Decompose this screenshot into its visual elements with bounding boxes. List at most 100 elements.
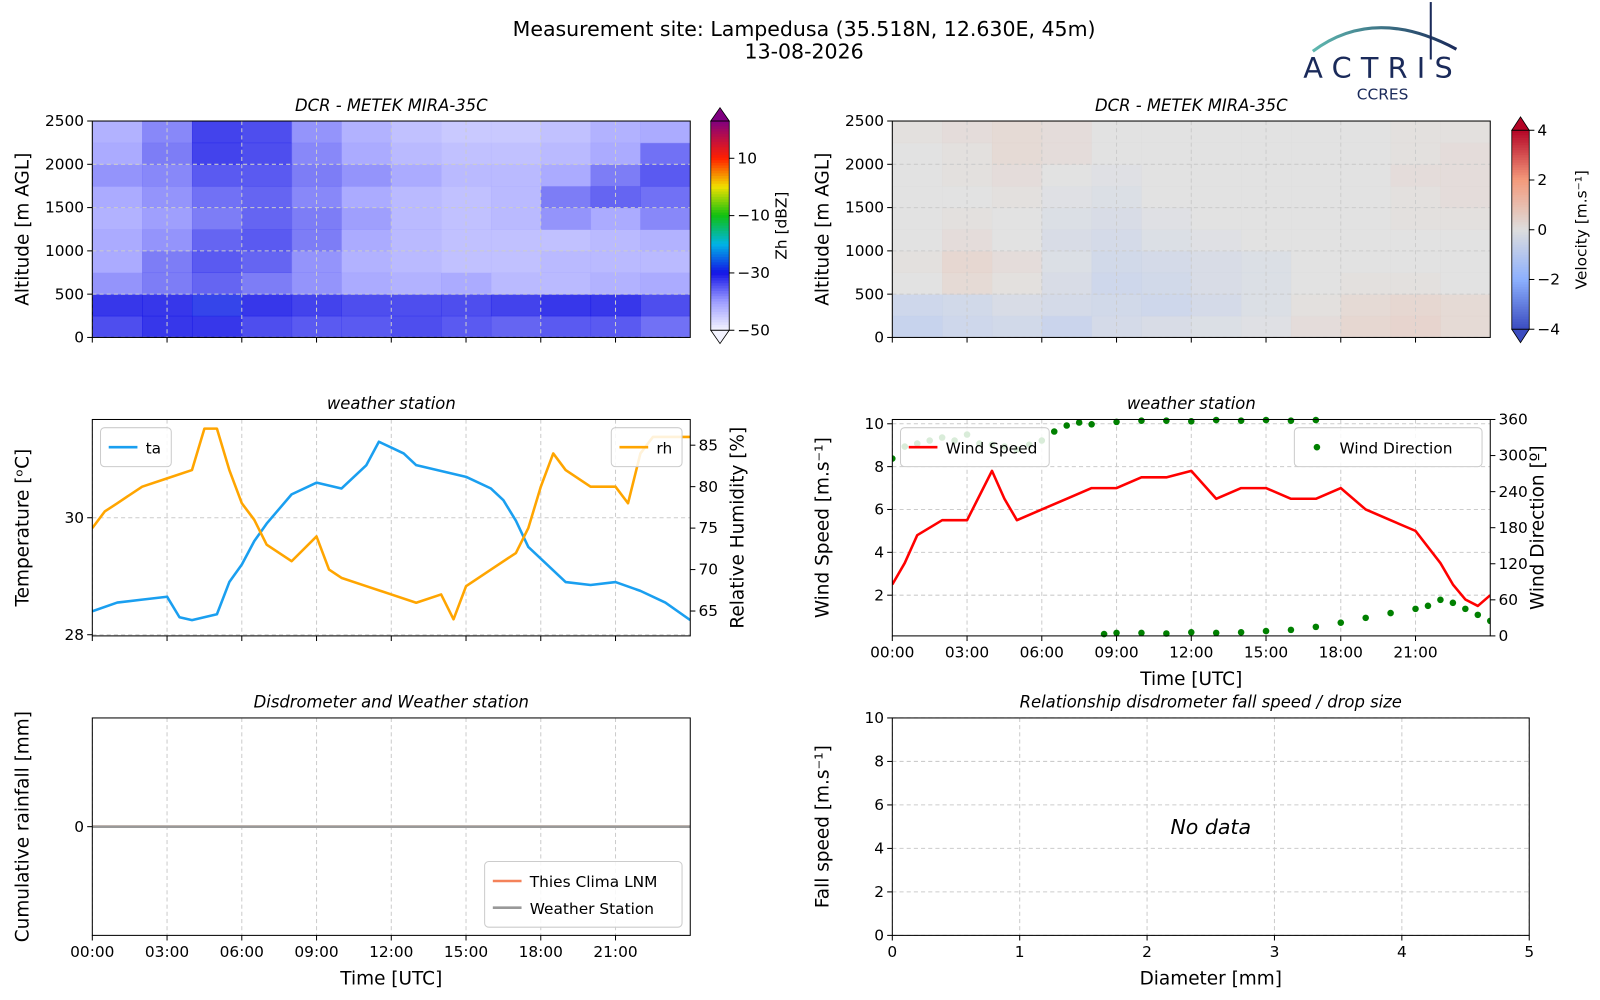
heatmap-cell (490, 315, 542, 338)
heatmap-cell (490, 142, 542, 165)
colorbar-segment (1511, 150, 1530, 154)
heatmap-cell (92, 250, 143, 274)
y-axis-label: Altitude [m AGL] (813, 153, 834, 306)
colorbar-segment (710, 223, 730, 227)
y2-axis-label: Relative Humidity [%] (728, 427, 749, 629)
heatmap-cell (1390, 250, 1441, 274)
heatmap-cell (1141, 185, 1192, 209)
x-tick-label: 0 (887, 943, 897, 961)
heatmap-cell (142, 229, 193, 252)
y-tick-label: 0 (74, 818, 84, 836)
colorbar-segment (1511, 199, 1530, 203)
legend-label: rh (656, 439, 672, 457)
plot-frame (91, 418, 691, 637)
heatmap-cell (1440, 121, 1491, 144)
heatmap-cell (241, 272, 293, 295)
heatmap-cell (1440, 294, 1491, 317)
heatmap-cell (291, 294, 342, 317)
heatmap-cell (1041, 315, 1093, 338)
y-tick-label: 2500 (845, 112, 884, 130)
colorbar-segment (710, 293, 730, 297)
heatmap-cell (892, 294, 943, 317)
colorbar-segment (1511, 204, 1530, 208)
scatter-point (1212, 416, 1220, 424)
heatmap-cell (1340, 294, 1392, 317)
colorbar-segment (1511, 135, 1530, 139)
colorbar-segment (1511, 177, 1530, 181)
colorbar-segment (710, 199, 730, 203)
heatmap-cell (1340, 185, 1392, 209)
colorbar-segment (1511, 182, 1530, 186)
x-tick-label: 15:00 (444, 943, 488, 961)
colorbar-segment (1511, 224, 1530, 228)
heatmap-cell (540, 272, 592, 295)
heatmap-cell (142, 272, 193, 295)
colorbar-tick-label: −2 (1537, 271, 1560, 289)
scatter-point (1212, 629, 1220, 637)
colorbar-segment (1511, 132, 1530, 136)
y-tick-label: 2 (874, 586, 884, 604)
heatmap-cell (1041, 294, 1093, 317)
colorbar-segment (1511, 194, 1530, 199)
colorbar-segment (1511, 234, 1530, 238)
colorbar-segment (1511, 272, 1530, 276)
heatmap-cell (1241, 229, 1292, 252)
colorbar-segment (710, 327, 730, 331)
scatter-point (1063, 422, 1070, 429)
colorbar-segment (1511, 237, 1530, 241)
colorbar-segment (710, 160, 730, 164)
panel-title: DCR - METEK MIRA-35C (1095, 96, 1288, 115)
colorbar-segment (710, 173, 730, 177)
colorbar-segment (1511, 165, 1530, 169)
series-line (892, 469, 1491, 608)
colorbar-segment (1511, 289, 1530, 293)
colorbar-segment (1511, 155, 1530, 159)
heatmap-cell (191, 229, 243, 252)
colorbar-segment (710, 215, 730, 219)
heatmap-cell (291, 250, 342, 274)
heatmap-cell (191, 121, 243, 144)
colorbar-segment (1511, 326, 1530, 330)
colorbar-segment (710, 139, 730, 143)
heatmap-cell (1191, 250, 1242, 274)
heatmap-cell (1141, 229, 1192, 252)
heatmap-cell (640, 294, 691, 317)
heatmap-cell (441, 294, 492, 317)
heatmap-cell (441, 207, 492, 230)
colorbar-segment (710, 191, 730, 195)
colorbar-segment (710, 157, 730, 161)
x-tick-label: 09:00 (294, 943, 338, 961)
heatmap-cell (1041, 142, 1093, 165)
colorbar-segment (710, 241, 730, 245)
heatmap-cell (590, 272, 641, 295)
heatmap-cell (92, 207, 143, 230)
x-tick-label: 00:00 (870, 643, 914, 661)
legend-box (900, 427, 1050, 468)
colorbar-extend (1511, 328, 1530, 344)
colorbar-segment (710, 170, 730, 174)
heatmap-cell (1091, 294, 1142, 317)
heatmap-cell (540, 121, 592, 144)
heatmap-cell (191, 164, 243, 187)
scatter-point (1237, 629, 1245, 636)
y-tick-label: 2000 (45, 155, 84, 173)
colorbar-segment (710, 152, 730, 156)
y-tick-label: 2000 (845, 155, 884, 173)
colorbar-segment (710, 147, 730, 151)
colorbar-segment (1511, 259, 1530, 263)
heatmap-cell (640, 207, 691, 230)
heatmap-cell (441, 250, 492, 274)
scatter-point (1050, 428, 1058, 435)
colorbar-segment (1511, 145, 1530, 149)
colorbar-segment (710, 123, 730, 127)
colorbar-segment (710, 275, 730, 279)
heatmap-cell (942, 315, 993, 338)
colorbar-segment (1511, 306, 1530, 310)
heatmap-cell (92, 142, 143, 165)
heatmap-cell (291, 207, 342, 230)
y-tick-label: 10 (865, 709, 885, 727)
heatmap-cell (991, 121, 1043, 144)
colorbar-segment (710, 175, 730, 180)
colorbar-segment (1511, 207, 1530, 211)
colorbar-extend (1511, 116, 1530, 131)
